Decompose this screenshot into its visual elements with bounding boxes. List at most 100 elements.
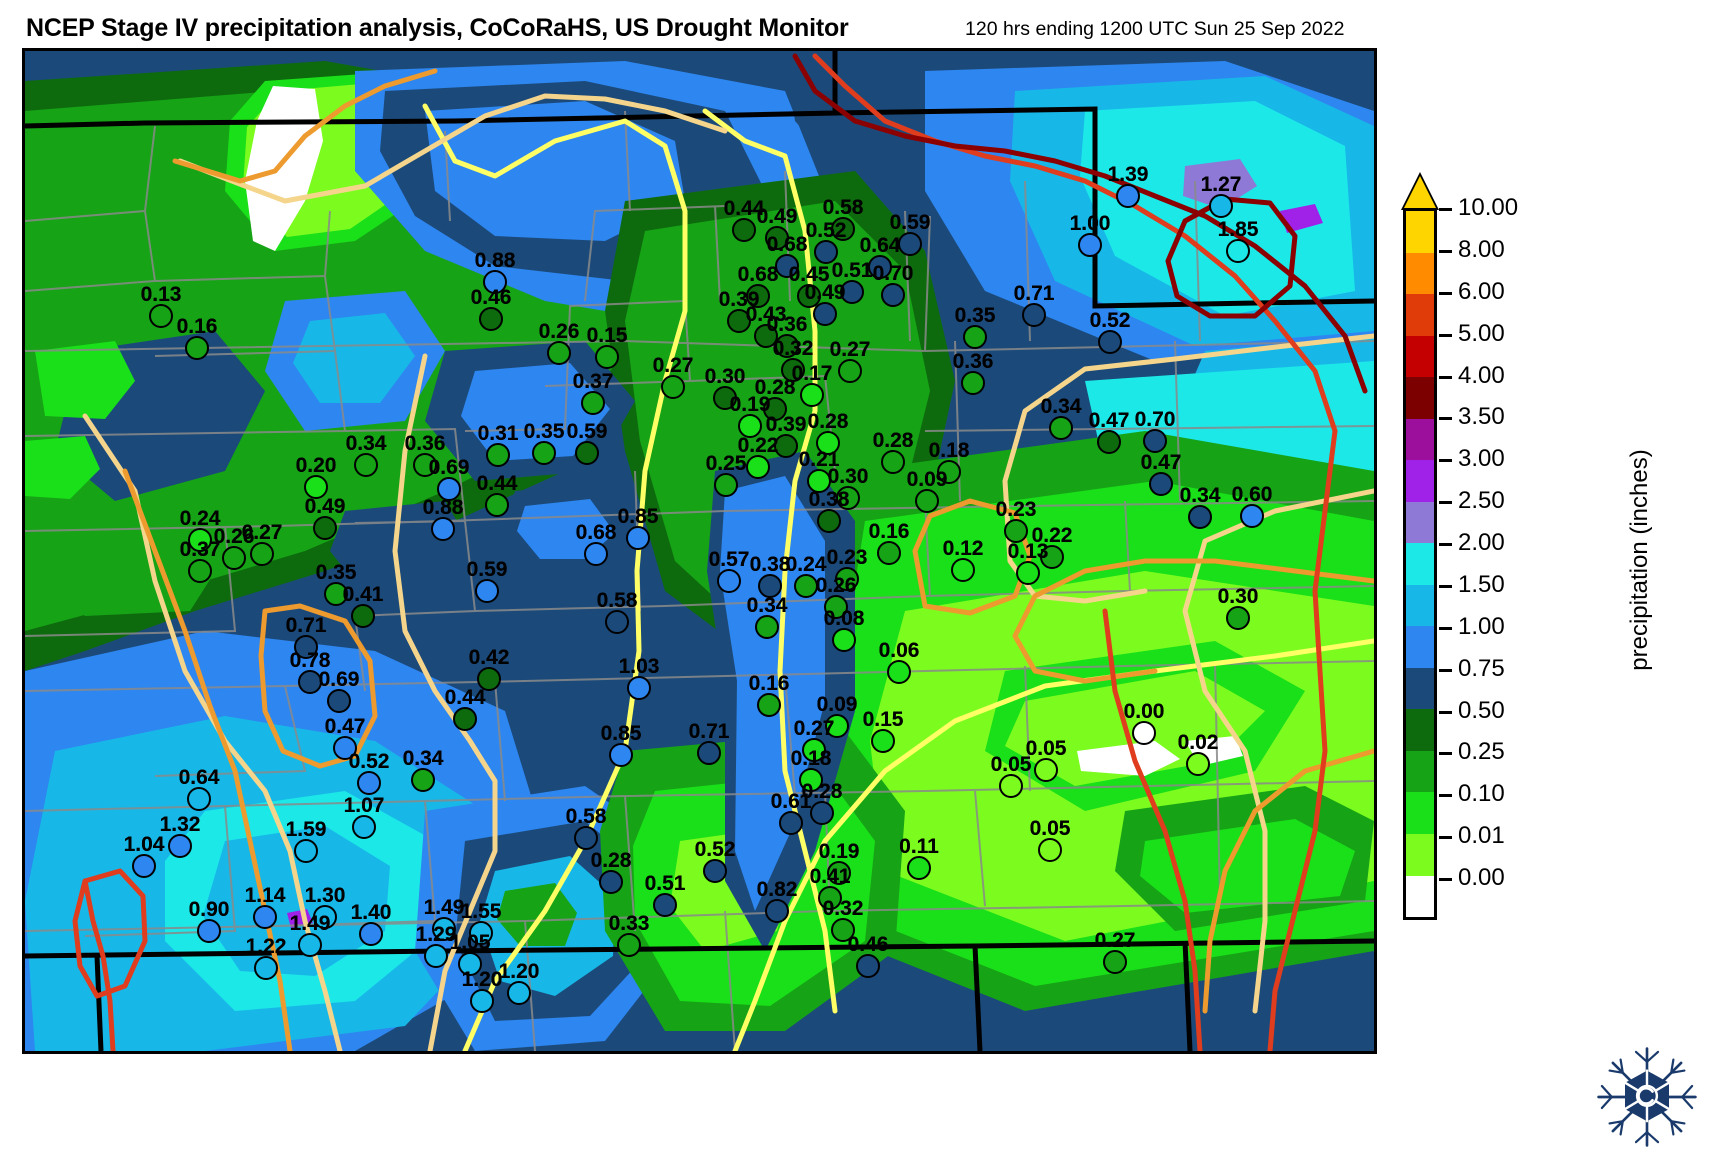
station-value-label: 1.03 bbox=[619, 656, 660, 677]
station-marker-circle bbox=[250, 542, 274, 566]
station-marker-circle bbox=[352, 815, 376, 839]
colorbar-segment bbox=[1406, 377, 1434, 419]
station-marker-circle bbox=[581, 391, 605, 415]
station-value-label: 0.35 bbox=[955, 305, 996, 326]
station-value-label: 0.38 bbox=[809, 489, 850, 510]
station-value-label: 0.71 bbox=[286, 615, 327, 636]
station-value-label: 0.38 bbox=[750, 554, 791, 575]
colorbar-tick bbox=[1439, 627, 1452, 630]
station-value-label: 1.49 bbox=[290, 913, 331, 934]
station-marker-circle bbox=[856, 954, 880, 978]
station-marker-circle bbox=[714, 473, 738, 497]
station-marker-circle bbox=[507, 981, 531, 1005]
station-value-label: 0.58 bbox=[823, 197, 864, 218]
station-marker-circle bbox=[475, 579, 499, 603]
colorbar-tick-label: 10.00 bbox=[1458, 194, 1518, 222]
station-marker-circle bbox=[1226, 606, 1250, 630]
station-marker-circle bbox=[951, 558, 975, 582]
station-marker-circle bbox=[1038, 838, 1062, 862]
station-marker-circle bbox=[1149, 472, 1173, 496]
station-value-label: 0.08 bbox=[824, 608, 865, 629]
colorbar-segment bbox=[1406, 543, 1434, 585]
colorbar-tick-label: 8.00 bbox=[1458, 236, 1505, 264]
colorbar-segment bbox=[1406, 792, 1434, 834]
colorbar-title: precipitation (inches) bbox=[1626, 449, 1654, 670]
station-value-label: 1.07 bbox=[344, 795, 385, 816]
station-value-label: 0.18 bbox=[791, 748, 832, 769]
station-marker-circle bbox=[881, 450, 905, 474]
station-marker-circle bbox=[574, 826, 598, 850]
station-value-label: 0.49 bbox=[805, 282, 846, 303]
station-marker-circle bbox=[746, 455, 770, 479]
colorbar-tick-label: 0.25 bbox=[1458, 738, 1505, 766]
station-value-label: 0.46 bbox=[471, 287, 512, 308]
station-value-label: 0.11 bbox=[899, 836, 939, 857]
station-marker-circle bbox=[1186, 752, 1210, 776]
colorbar-segment bbox=[1406, 709, 1434, 751]
station-value-label: 0.16 bbox=[177, 316, 218, 337]
station-value-label: 0.36 bbox=[767, 314, 808, 335]
colorbar-tick-label: 0.00 bbox=[1458, 864, 1505, 892]
valid-time-label: 120 hrs ending 1200 UTC Sun 25 Sep 2022 bbox=[965, 18, 1344, 41]
colorbar-tick bbox=[1439, 250, 1452, 253]
station-marker-circle bbox=[838, 359, 862, 383]
page-title: NCEP Stage IV precipitation analysis, Co… bbox=[26, 14, 849, 43]
colorbar-tick-label: 5.00 bbox=[1458, 320, 1505, 348]
station-marker-circle bbox=[254, 956, 278, 980]
colorbar-segment bbox=[1406, 502, 1434, 544]
colorbar-tick bbox=[1439, 669, 1452, 672]
station-value-label: 0.27 bbox=[242, 522, 283, 543]
station-marker-circle bbox=[431, 517, 455, 541]
station-value-label: 0.41 bbox=[810, 866, 851, 887]
station-marker-circle bbox=[359, 922, 383, 946]
station-marker-circle bbox=[1049, 416, 1073, 440]
station-marker-circle bbox=[1016, 561, 1040, 585]
station-value-label: 0.27 bbox=[830, 339, 871, 360]
station-value-label: 0.28 bbox=[873, 430, 914, 451]
colorbar-segment bbox=[1406, 668, 1434, 710]
station-marker-circle bbox=[627, 676, 651, 700]
station-value-label: 0.16 bbox=[749, 673, 790, 694]
station-value-label: 0.05 bbox=[991, 754, 1032, 775]
precipitation-map[interactable]: 0.130.160.880.460.260.150.370.270.440.49… bbox=[22, 48, 1377, 1054]
colorbar-tick bbox=[1439, 585, 1452, 588]
station-value-label: 0.25 bbox=[706, 453, 747, 474]
station-value-label: 1.04 bbox=[124, 834, 165, 855]
station-value-label: 1.49 bbox=[424, 897, 465, 918]
colorbar-tick-label: 3.00 bbox=[1458, 445, 1505, 473]
station-marker-circle bbox=[132, 854, 156, 878]
station-value-label: 1.20 bbox=[499, 961, 540, 982]
station-marker-circle bbox=[999, 774, 1023, 798]
colorbar-segment bbox=[1406, 253, 1434, 295]
station-value-label: 0.09 bbox=[817, 694, 858, 715]
colorbar-tick bbox=[1439, 501, 1452, 504]
station-value-label: 0.19 bbox=[819, 841, 860, 862]
station-value-label: 0.30 bbox=[705, 366, 746, 387]
station-value-label: 0.51 bbox=[832, 260, 873, 281]
station-value-label: 0.47 bbox=[1141, 452, 1182, 473]
station-value-label: 0.37 bbox=[180, 539, 221, 560]
station-value-label: 0.68 bbox=[767, 234, 808, 255]
station-marker-circle bbox=[661, 375, 685, 399]
station-marker-circle bbox=[617, 933, 641, 957]
colorbar-tick-label: 0.75 bbox=[1458, 655, 1505, 683]
colorbar-tick bbox=[1439, 543, 1452, 546]
station-value-label: 0.37 bbox=[573, 371, 614, 392]
colorbar-tick-label: 2.00 bbox=[1458, 529, 1505, 557]
station-value-label: 0.88 bbox=[423, 497, 464, 518]
station-value-label: 1.55 bbox=[461, 901, 502, 922]
colorbar-tick bbox=[1439, 794, 1452, 797]
station-marker-circle bbox=[877, 541, 901, 565]
colorbar-tick-label: 0.50 bbox=[1458, 697, 1505, 725]
station-value-label: 1.32 bbox=[160, 814, 201, 835]
station-value-label: 0.70 bbox=[1135, 409, 1176, 430]
station-value-label: 0.19 bbox=[730, 394, 771, 415]
station-value-label: 1.30 bbox=[305, 885, 346, 906]
station-marker-circle bbox=[755, 615, 779, 639]
station-value-label: 0.52 bbox=[806, 220, 847, 241]
station-value-label: 0.24 bbox=[786, 554, 827, 575]
station-value-label: 0.52 bbox=[349, 751, 390, 772]
station-value-label: 0.13 bbox=[1008, 541, 1049, 562]
station-marker-circle bbox=[197, 919, 221, 943]
station-value-label: 0.05 bbox=[1030, 818, 1071, 839]
